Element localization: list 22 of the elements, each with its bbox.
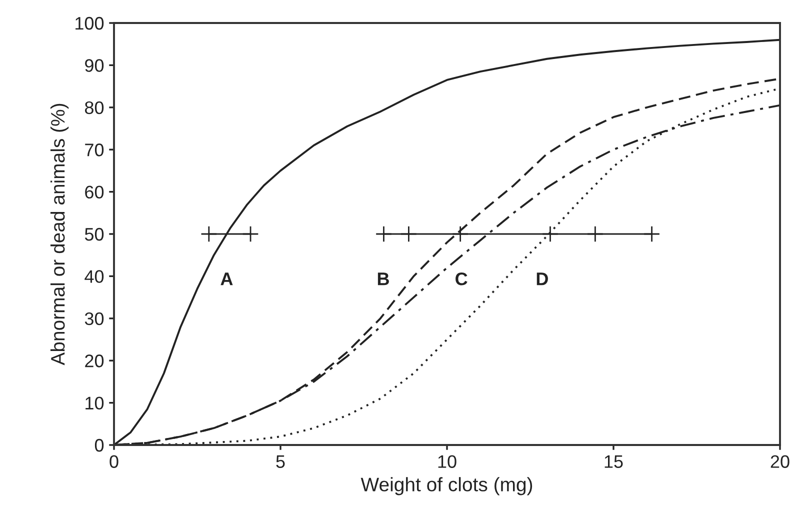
x-axis-title: Weight of clots (mg)	[360, 477, 532, 496]
y-tick-label: 0	[94, 438, 104, 452]
y-axis-title: Abnormal or dead animals (%)	[50, 104, 69, 366]
x-tick-label: 10	[438, 455, 456, 468]
series-label: D	[536, 272, 548, 286]
y-tick-label: 20	[85, 354, 104, 368]
x-tick-label: 20	[770, 455, 790, 468]
y-tick-label: 70	[85, 144, 104, 156]
y-tick-label: 30	[84, 312, 104, 326]
x-tick-label: 0	[110, 455, 118, 468]
series-label: C	[456, 272, 468, 286]
y-tick-label: 80	[84, 101, 104, 114]
x-tick-label: 5	[276, 455, 285, 468]
y-tick-label: 10	[86, 396, 104, 410]
y-tick-label: 100	[76, 16, 104, 30]
y-tick-label: 90	[85, 59, 104, 72]
y-tick-label: 60	[85, 186, 104, 199]
series-label: B	[378, 272, 389, 286]
y-tick-label: 50	[84, 228, 104, 241]
y-tick-label: 40	[84, 270, 104, 283]
x-tick-label: 15	[604, 455, 623, 468]
series-label: A	[220, 272, 233, 286]
